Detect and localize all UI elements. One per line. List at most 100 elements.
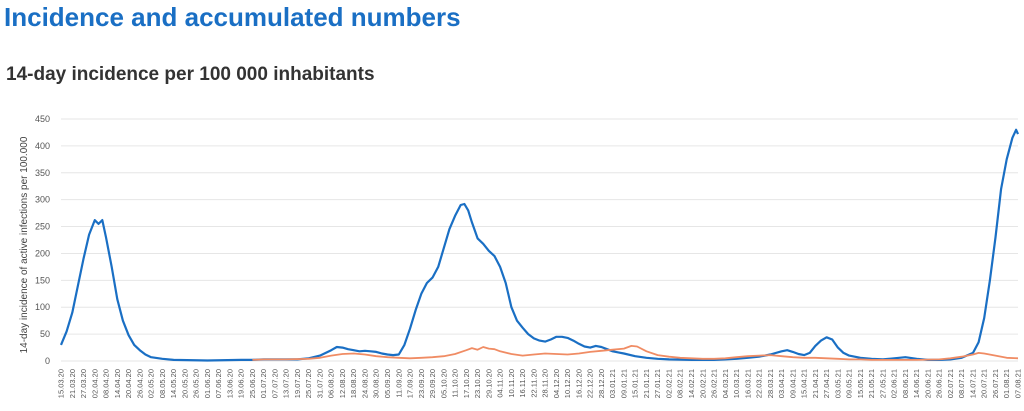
y-tick-label: 300 (35, 195, 50, 205)
x-tick-label: 30.08.20 (372, 369, 381, 398)
y-tick-label: 50 (40, 329, 50, 339)
x-tick-label: 28.11.20 (541, 369, 550, 398)
x-tick-label: 28.12.20 (597, 369, 606, 398)
y-tick-label: 0 (45, 356, 50, 366)
x-tick-label: 23.10.20 (473, 369, 482, 398)
x-tick-label: 21.01.21 (642, 369, 651, 398)
x-tick-label: 21.05.21 (867, 369, 876, 398)
x-tick-label: 26.02.21 (710, 369, 719, 398)
series-layer (59, 128, 1020, 362)
x-tick-label: 26.07.21 (991, 369, 1000, 398)
x-tick-label: 26.06.21 (935, 369, 944, 398)
x-tick-label: 07.07.20 (270, 369, 279, 398)
x-tick-label: 13.06.20 (225, 369, 234, 398)
x-tick-label: 07.06.20 (214, 369, 223, 398)
x-tick-label: 11.09.20 (394, 369, 403, 398)
x-tick-label: 15.05.21 (856, 369, 865, 398)
x-tick-labels: 15.03.20 21.03.20 27.03.20 02.04.20 08.04.20… (57, 369, 1023, 398)
x-tick-label: 25.07.20 (304, 369, 313, 398)
x-tick-label: 22.03.21 (755, 369, 764, 398)
x-tick-label: 03.05.21 (833, 369, 842, 398)
x-tick-label: 02.05.20 (147, 369, 156, 398)
x-tick-label: 07.08.21 (1014, 369, 1023, 398)
x-tick-label: 16.11.20 (518, 369, 527, 398)
x-tick-label: 04.11.20 (496, 369, 505, 398)
y-tick-label: 400 (35, 141, 50, 151)
x-tick-label: 15.01.21 (631, 369, 640, 398)
x-tick-label: 16.03.21 (743, 369, 752, 398)
x-tick-label: 27.03.20 (79, 369, 88, 398)
x-tick-label: 08.06.21 (901, 369, 910, 398)
x-tick-label: 02.02.21 (665, 369, 674, 398)
x-tick-label: 09.05.21 (845, 369, 854, 398)
x-tick-label: 11.10.20 (451, 369, 460, 398)
x-tick-label: 14.02.21 (687, 369, 696, 398)
x-tick-label: 27.04.21 (822, 369, 831, 398)
x-tick-label: 25.06.20 (248, 369, 257, 398)
x-tick-label: 12.08.20 (338, 369, 347, 398)
x-tick-label: 19.07.20 (293, 369, 302, 398)
y-axis-label: 14-day incidence of active infections pe… (19, 136, 30, 353)
x-tick-label: 19.06.20 (237, 369, 246, 398)
x-tick-label: 09.04.21 (788, 369, 797, 398)
y-tick-labels: 0 50 100 150 200 250 300 350 400 450 (35, 114, 50, 366)
x-tick-label: 10.12.20 (563, 369, 572, 398)
grid-layer (61, 118, 1018, 362)
x-tick-label: 20.04.20 (124, 369, 133, 398)
x-tick-label: 10.03.21 (732, 369, 741, 398)
x-tick-label: 03.01.21 (608, 369, 617, 398)
x-tick-label: 03.04.21 (777, 369, 786, 398)
y-tick-label: 350 (35, 168, 50, 178)
x-tick-label: 24.08.20 (361, 369, 370, 398)
x-tick-label: 02.04.20 (90, 369, 99, 398)
x-tick-label: 20.02.21 (698, 369, 707, 398)
x-tick-label: 02.06.21 (890, 369, 899, 398)
y-tick-label: 150 (35, 275, 50, 285)
x-tick-label: 05.10.20 (439, 369, 448, 398)
series-line-blue (59, 128, 1020, 362)
x-tick-label: 14.05.20 (169, 369, 178, 398)
page-title: Incidence and accumulated numbers (4, 2, 461, 32)
y-tick-label: 200 (35, 248, 50, 258)
x-tick-label: 22.12.20 (586, 369, 595, 398)
x-tick-label: 21.03.20 (68, 369, 77, 398)
x-tick-label: 01.06.20 (203, 369, 212, 398)
x-tick-label: 26.04.20 (135, 369, 144, 398)
x-tick-label: 29.10.20 (484, 369, 493, 398)
x-tick-label: 14.07.21 (969, 369, 978, 398)
x-tick-label: 22.11.20 (529, 369, 538, 398)
x-tick-label: 08.07.21 (957, 369, 966, 398)
x-tick-label: 04.12.20 (552, 369, 561, 398)
x-tick-label: 01.07.20 (259, 369, 268, 398)
y-tick-label: 100 (35, 302, 50, 312)
x-tick-label: 17.09.20 (406, 369, 415, 398)
x-tick-label: 27.05.21 (878, 369, 887, 398)
x-tick-label: 13.07.20 (282, 369, 291, 398)
x-tick-label: 01.08.21 (1002, 369, 1011, 398)
x-tick-label: 14.04.20 (113, 369, 122, 398)
x-tick-label: 31.07.20 (316, 369, 325, 398)
y-tick-label: 450 (35, 114, 50, 124)
x-tick-label: 08.02.21 (676, 369, 685, 398)
x-tick-label: 08.04.20 (102, 369, 111, 398)
x-tick-label: 20.06.21 (923, 369, 932, 398)
x-tick-label: 05.09.20 (383, 369, 392, 398)
x-tick-label: 15.04.21 (800, 369, 809, 398)
x-tick-label: 20.07.21 (980, 369, 989, 398)
x-tick-label: 27.01.21 (653, 369, 662, 398)
series-line-orange (252, 345, 1019, 361)
x-tick-label: 08.05.20 (158, 369, 167, 398)
x-tick-label: 10.11.20 (507, 369, 516, 398)
x-tick-label: 26.05.20 (192, 369, 201, 398)
x-tick-label: 06.08.20 (327, 369, 336, 398)
y-tick-label: 250 (35, 222, 50, 232)
x-tick-label: 28.03.21 (766, 369, 775, 398)
x-tick-label: 02.07.21 (946, 369, 955, 398)
x-tick-label: 16.12.20 (574, 369, 583, 398)
x-tick-label: 09.01.21 (619, 369, 628, 398)
x-tick-label: 17.10.20 (462, 369, 471, 398)
x-tick-label: 23.09.20 (417, 369, 426, 398)
x-tick-label: 14.06.21 (912, 369, 921, 398)
x-tick-label: 18.08.20 (349, 369, 358, 398)
